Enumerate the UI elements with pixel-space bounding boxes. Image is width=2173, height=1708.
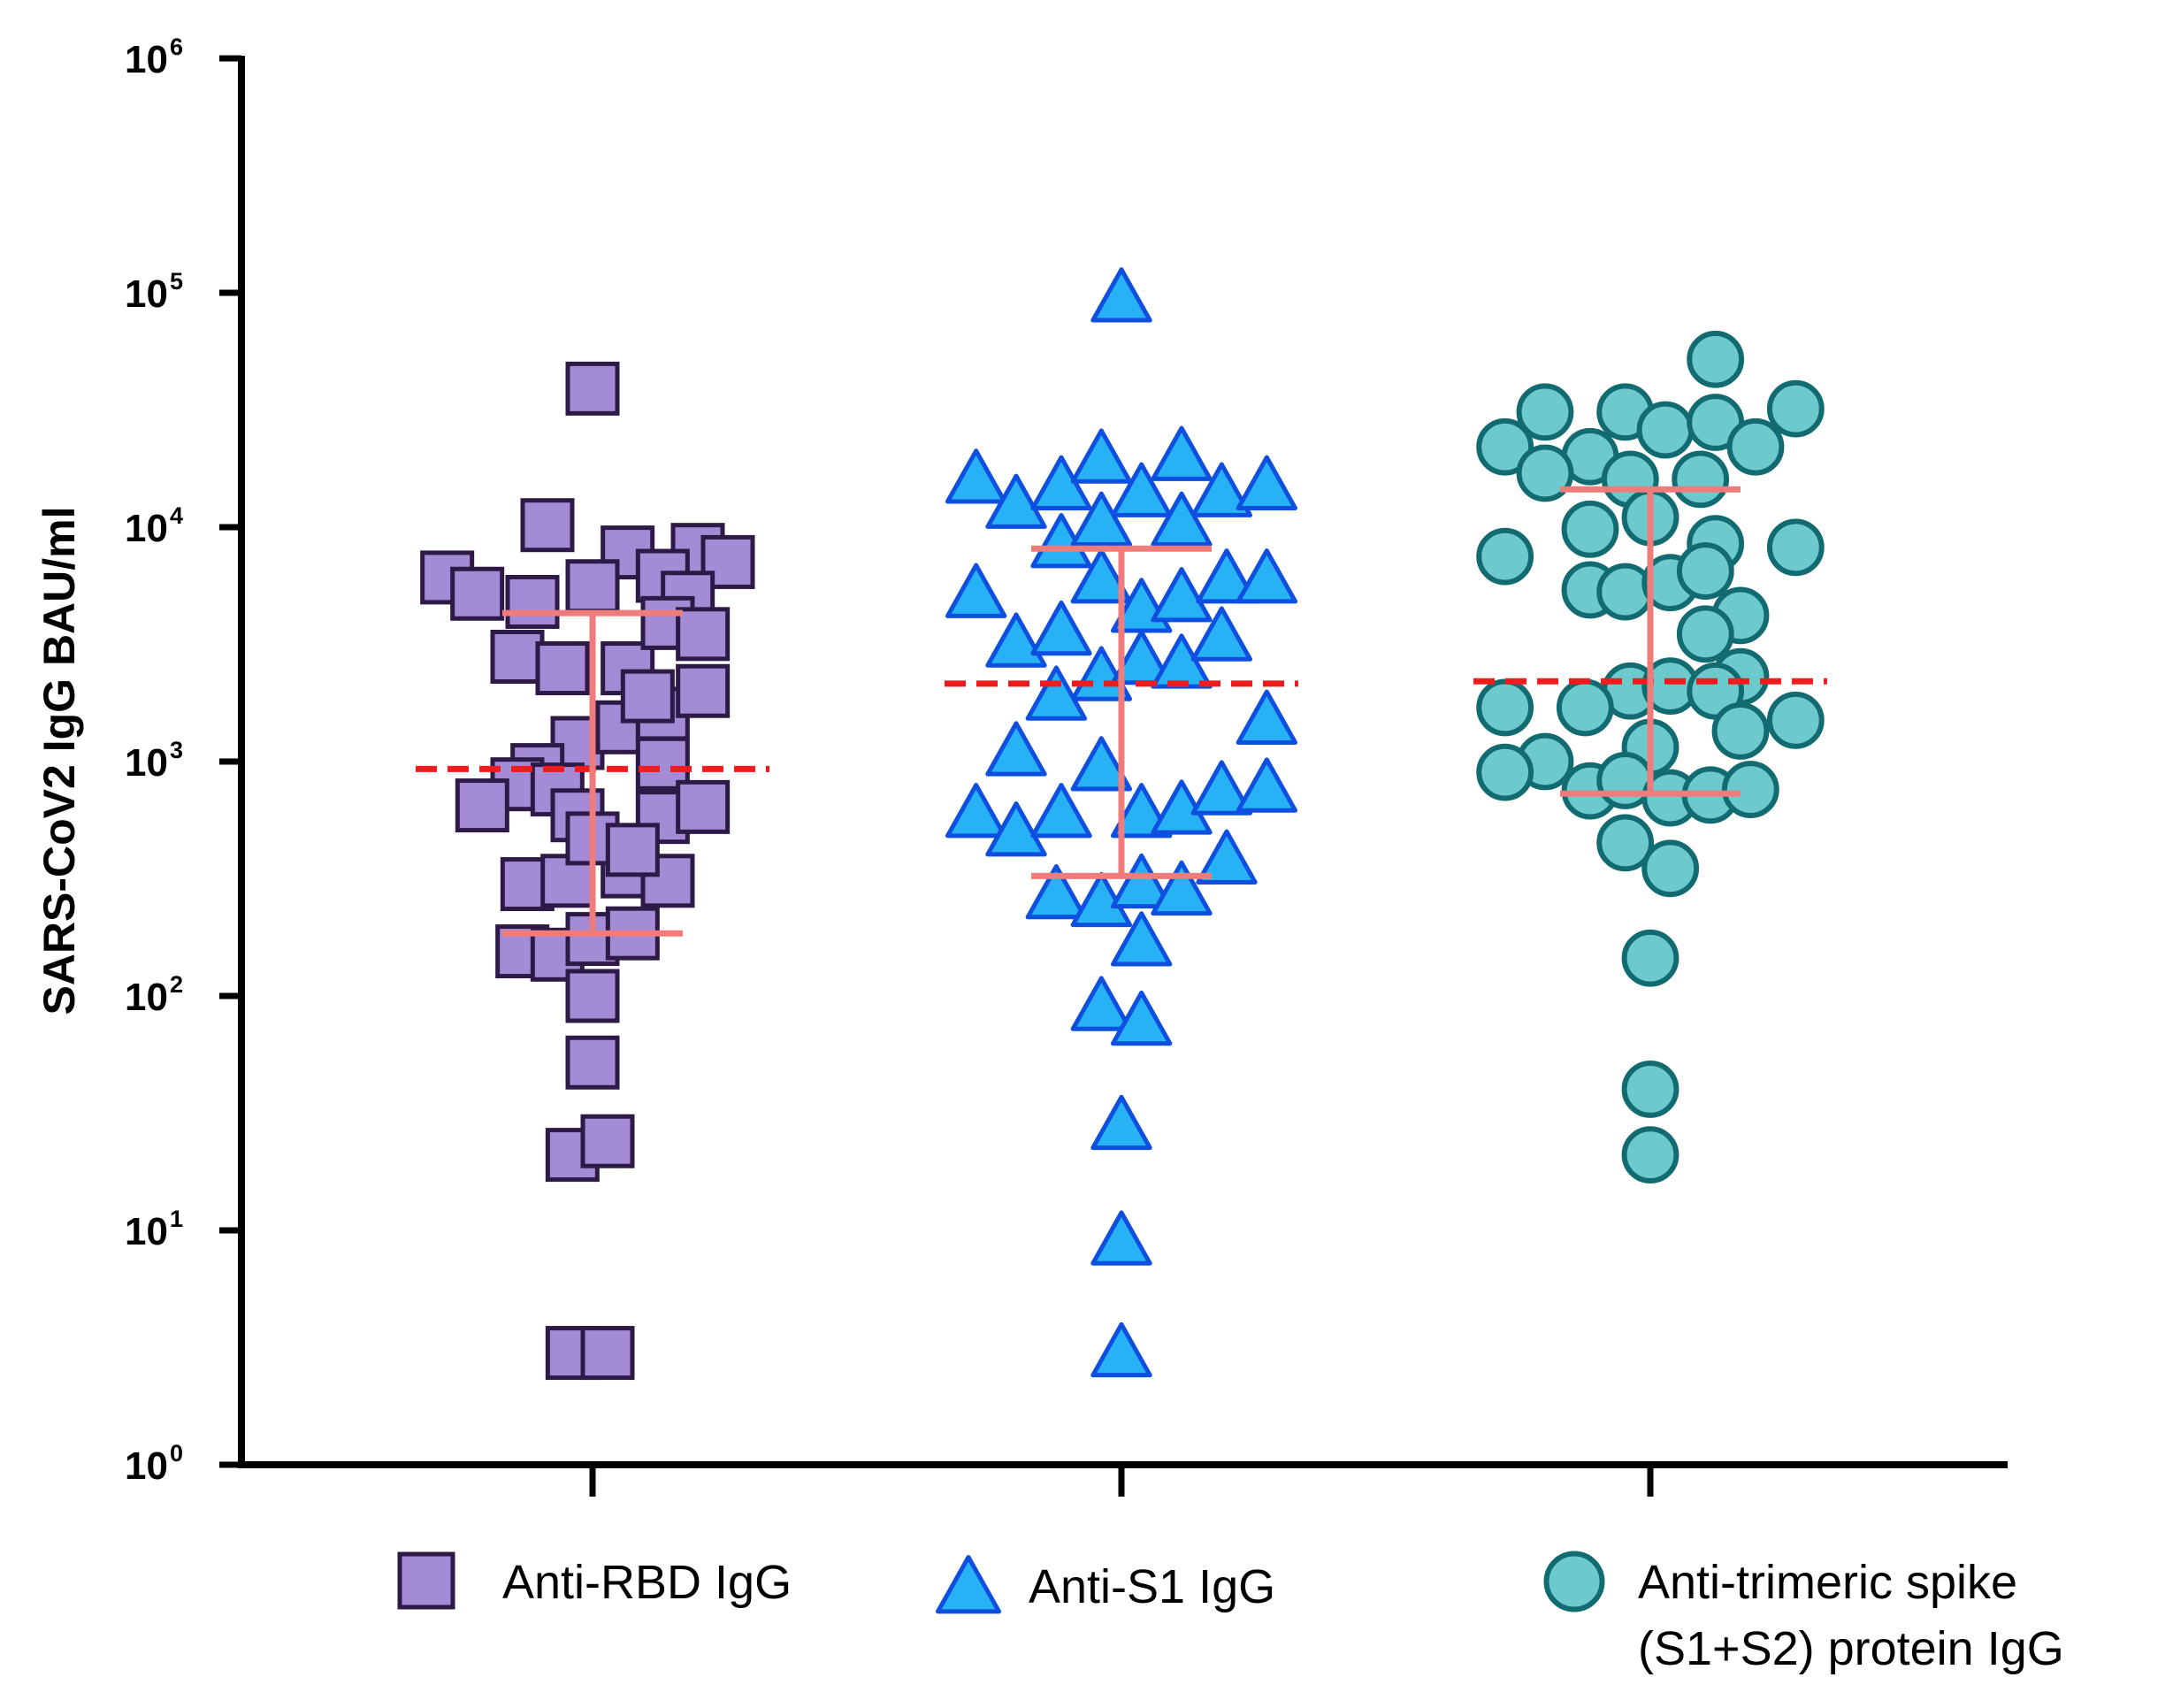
y-tick-base: 10	[125, 976, 168, 1019]
data-point	[1565, 503, 1617, 555]
data-point	[1625, 932, 1677, 984]
y-tick-base: 10	[125, 741, 168, 785]
y-tick-label: 10	[125, 272, 168, 316]
data-point	[1033, 602, 1090, 653]
legend-item-triangle: Anti-S1 IgG	[938, 1558, 1276, 1614]
legend-label: Anti-S1 IgG	[1029, 1560, 1275, 1613]
legend-marker	[400, 1554, 453, 1607]
data-point	[523, 501, 572, 550]
y-tick-base: 10	[125, 272, 168, 316]
y-tick-base: 10	[125, 38, 168, 81]
data-point	[1479, 747, 1531, 799]
y-tick-base: 10	[125, 507, 168, 550]
y-tick-exponent: 6	[170, 34, 183, 60]
data-point	[1644, 842, 1696, 894]
data-point	[538, 644, 587, 693]
data-point	[1625, 1129, 1677, 1181]
series-square	[423, 364, 753, 1377]
data-point	[678, 609, 728, 659]
data-point	[568, 562, 617, 611]
data-point	[1153, 428, 1210, 479]
data-point	[1238, 551, 1295, 601]
data-point	[1770, 521, 1822, 573]
data-point	[583, 1329, 632, 1378]
legend: Anti-RBD IgG Anti-S1 IgG Anti-trimeric spi…	[400, 1554, 2064, 1676]
data-point	[493, 632, 542, 682]
data-point	[1093, 270, 1150, 320]
data-point	[947, 785, 1004, 836]
y-tick-exponent: 3	[170, 737, 183, 763]
data-point	[1093, 1213, 1150, 1263]
data-point	[1479, 531, 1531, 583]
y-tick-exponent: 5	[170, 268, 183, 295]
y-tick-exponent: 0	[170, 1440, 183, 1467]
data-point	[568, 971, 617, 1021]
data-point	[583, 1116, 632, 1166]
y-tick-exponent: 4	[170, 502, 183, 529]
data-point	[1770, 383, 1822, 435]
legend-item-circle: Anti-trimeric spike (S1+S2) protein IgG	[1547, 1554, 2064, 1676]
data-point	[1730, 421, 1782, 473]
data-point	[1238, 692, 1295, 742]
data-point	[508, 577, 557, 626]
data-point	[988, 724, 1044, 774]
legend-marker	[938, 1558, 999, 1612]
data-point	[1559, 682, 1611, 734]
data-point	[568, 1038, 617, 1087]
data-point	[1770, 694, 1822, 747]
data-point	[623, 671, 672, 721]
legend-label: Anti-trimeric spike (S1+S2) protein IgG	[1638, 1556, 2064, 1675]
data-point	[1679, 545, 1732, 597]
data-point	[1689, 333, 1741, 386]
data-point	[1640, 404, 1692, 456]
y-tick-label: 10	[125, 1444, 168, 1488]
data-point	[1715, 705, 1767, 757]
y-tick-exponent: 2	[170, 971, 183, 998]
x-ticks	[593, 1465, 1650, 1497]
data-point	[1674, 454, 1726, 506]
data-point	[457, 781, 507, 831]
data-point	[608, 825, 657, 875]
data-point	[1093, 1097, 1150, 1147]
data-point	[1238, 760, 1295, 810]
y-tick-base: 10	[125, 1444, 168, 1488]
y-tick-exponent: 1	[170, 1206, 183, 1232]
y-tick-label: 10	[125, 1210, 168, 1253]
data-point	[678, 666, 728, 716]
data-point	[1679, 608, 1732, 660]
y-tick-base: 10	[125, 1210, 168, 1253]
data-point	[1093, 1324, 1150, 1375]
legend-label: Anti-RBD IgG	[502, 1556, 792, 1609]
data-point	[1073, 431, 1129, 481]
data-point	[947, 451, 1004, 502]
data-point	[1479, 682, 1531, 734]
data-point	[988, 615, 1044, 665]
scatter-chart: 100101102103104105106 SARS-CoV2 IgG BAU/…	[0, 0, 2173, 1708]
data-point	[568, 364, 617, 413]
y-tick-label: 10	[125, 38, 168, 81]
legend-marker	[1547, 1554, 1603, 1610]
data-point	[1073, 978, 1129, 1029]
data-point	[947, 565, 1004, 616]
data-point	[1033, 785, 1090, 836]
y-tick-label: 10	[125, 507, 168, 550]
data-point	[1238, 457, 1295, 508]
data-point	[453, 569, 502, 618]
legend-item-square: Anti-RBD IgG	[400, 1554, 792, 1609]
data-point	[1625, 1063, 1677, 1115]
y-axis-label: SARS-CoV2 IgG BAU/ml	[34, 506, 84, 1015]
y-tick-label: 10	[125, 741, 168, 785]
data-point	[678, 782, 728, 831]
y-tick-label: 10	[125, 976, 168, 1019]
data-point	[1725, 763, 1777, 816]
